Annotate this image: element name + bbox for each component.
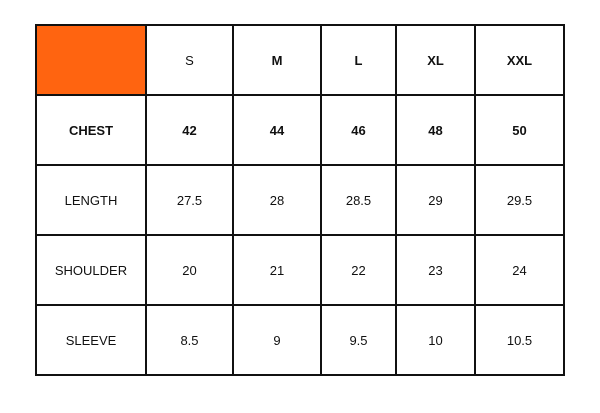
table-cell: 44: [232, 94, 322, 166]
table-cell: 29.5: [474, 164, 565, 236]
table-cell: 23: [395, 234, 476, 306]
table-cell: 46: [320, 94, 397, 166]
row-label: SHOULDER: [35, 234, 147, 306]
table-row-length: LENGTH 27.5 28 28.5 29 29.5: [35, 164, 565, 236]
header-size-s: S: [145, 24, 234, 96]
header-size-xl: XL: [395, 24, 476, 96]
row-label: CHEST: [35, 94, 147, 166]
table-cell: 10.5: [474, 304, 565, 376]
header-size-m: M: [232, 24, 322, 96]
table-row-chest: CHEST 42 44 46 48 50: [35, 94, 565, 166]
table-cell: 28: [232, 164, 322, 236]
table-row-sleeve: SLEEVE 8.5 9 9.5 10 10.5: [35, 304, 565, 376]
table-cell: 24: [474, 234, 565, 306]
table-cell: 50: [474, 94, 565, 166]
table-cell: 29: [395, 164, 476, 236]
table-cell: 21: [232, 234, 322, 306]
table-cell: 10: [395, 304, 476, 376]
table-cell: 28.5: [320, 164, 397, 236]
header-size-xxl: XXL: [474, 24, 565, 96]
table-cell: 42: [145, 94, 234, 166]
corner-cell: [35, 24, 147, 96]
header-row: S M L XL XXL: [35, 24, 565, 96]
table-cell: 9: [232, 304, 322, 376]
table-cell: 9.5: [320, 304, 397, 376]
header-size-l: L: [320, 24, 397, 96]
table-cell: 8.5: [145, 304, 234, 376]
table-cell: 20: [145, 234, 234, 306]
row-label: SLEEVE: [35, 304, 147, 376]
row-label: LENGTH: [35, 164, 147, 236]
table-cell: 48: [395, 94, 476, 166]
table-cell: 27.5: [145, 164, 234, 236]
size-chart-table: S M L XL XXL CHEST 42 44 46 48 50 LENGTH…: [35, 24, 565, 376]
table-row-shoulder: SHOULDER 20 21 22 23 24: [35, 234, 565, 306]
table-cell: 22: [320, 234, 397, 306]
